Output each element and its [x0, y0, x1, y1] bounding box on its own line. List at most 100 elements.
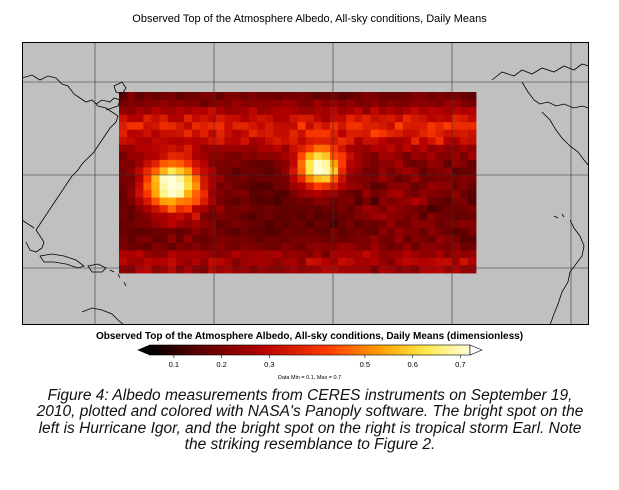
heatmap-cell [451, 174, 461, 183]
heatmap-cell [208, 235, 217, 244]
heatmap-cell [435, 205, 444, 214]
heatmap-cell [451, 159, 461, 168]
heatmap-cell [297, 205, 307, 214]
heatmap-cell [119, 235, 128, 244]
heatmap-cell [459, 250, 469, 259]
heatmap-cell [321, 235, 331, 244]
heatmap-cell [411, 144, 420, 153]
heatmap-cell [419, 122, 428, 131]
heatmap-cell [183, 212, 193, 221]
heatmap-cell [305, 99, 315, 108]
heatmap-cell [459, 107, 469, 116]
heatmap-cell [329, 242, 339, 251]
heatmap-cell [402, 159, 412, 168]
heatmap-cell [451, 182, 461, 191]
heatmap-cell [411, 235, 420, 244]
heatmap-cell [305, 152, 315, 161]
heatmap-cell [419, 250, 428, 259]
heatmap-cell [370, 174, 380, 183]
heatmap-cell [273, 99, 282, 108]
heatmap-cell [427, 122, 436, 131]
heatmap-cell [143, 205, 152, 214]
heatmap-cell [362, 197, 371, 206]
heatmap-cell [346, 250, 355, 259]
heatmap-cell [216, 235, 225, 244]
heatmap-cell [256, 137, 266, 146]
heatmap-cell [135, 190, 144, 198]
heatmap-cell [167, 205, 177, 214]
heatmap-cell [378, 257, 388, 266]
heatmap-cell [175, 129, 185, 138]
heatmap-cell [159, 197, 169, 206]
heatmap-cell [216, 205, 225, 214]
heatmap-cell [297, 242, 307, 251]
heatmap-cell [240, 174, 250, 183]
heatmap-cell [402, 242, 412, 251]
heatmap-cell [402, 235, 412, 244]
heatmap-cell [338, 152, 347, 161]
heatmap-cell [313, 107, 323, 116]
heatmap-cell [143, 220, 152, 229]
heatmap-cell [427, 220, 436, 229]
heatmap-cell [402, 257, 412, 266]
heatmap-cell [402, 152, 412, 161]
heatmap-cell [119, 144, 128, 153]
heatmap-cell [411, 152, 420, 161]
gulf-coast [22, 219, 35, 229]
heatmap-cell [143, 122, 152, 131]
heatmap-cell [224, 129, 233, 138]
heatmap-cell [313, 129, 323, 138]
heatmap-cell [135, 242, 144, 251]
heatmap-cell [370, 152, 380, 161]
heatmap-cell [216, 257, 225, 266]
heatmap-cell [346, 167, 355, 176]
heatmap-cell [362, 152, 371, 161]
heatmap-cell [127, 257, 136, 266]
heatmap-cell [305, 257, 315, 266]
heatmap-cell [143, 265, 152, 274]
heatmap-cell [313, 92, 323, 100]
heatmap-cell [119, 257, 128, 266]
heatmap-cell [281, 220, 290, 229]
heatmap-cell [313, 137, 323, 146]
heatmap-cell [167, 250, 177, 259]
heatmap-cell [224, 99, 233, 108]
heatmap-cell [435, 242, 444, 251]
heatmap-cell [208, 152, 217, 161]
heatmap-cell [419, 182, 428, 191]
heatmap-cell [297, 137, 307, 146]
heatmap-cell [143, 227, 152, 236]
heatmap-cell [435, 265, 444, 274]
heatmap-cell [451, 99, 461, 108]
heatmap-cell [281, 235, 290, 244]
heatmap-cell [232, 227, 242, 236]
heatmap-cell [321, 190, 331, 198]
heatmap-cell [208, 129, 217, 138]
heatmap-cell [378, 152, 388, 161]
heatmap-cell [281, 92, 290, 100]
heatmap-cell [232, 190, 242, 198]
heatmap-cell [419, 159, 428, 168]
heatmap-cell [346, 152, 355, 161]
heatmap-cell [443, 144, 453, 153]
heatmap-cell [273, 182, 282, 191]
heatmap-cell [216, 265, 225, 274]
heatmap-cell [143, 144, 152, 153]
heatmap-cell [159, 99, 169, 108]
heatmap-cell [248, 257, 258, 266]
heatmap-cell [256, 122, 266, 131]
heatmap-cell [362, 174, 371, 183]
heatmap-cell [183, 227, 193, 236]
heatmap-cell [370, 92, 380, 100]
heatmap-cell [200, 152, 209, 161]
heatmap-cell [200, 250, 209, 259]
heatmap-cell [289, 122, 298, 131]
heatmap-cell [240, 114, 250, 123]
heatmap-cell [386, 137, 396, 146]
heatmap-cell [183, 107, 193, 116]
heatmap-cell [459, 159, 469, 168]
heatmap-cell [362, 227, 371, 236]
heatmap-cell [411, 250, 420, 259]
heatmap-cell [435, 220, 444, 229]
heatmap-cell [419, 242, 428, 251]
